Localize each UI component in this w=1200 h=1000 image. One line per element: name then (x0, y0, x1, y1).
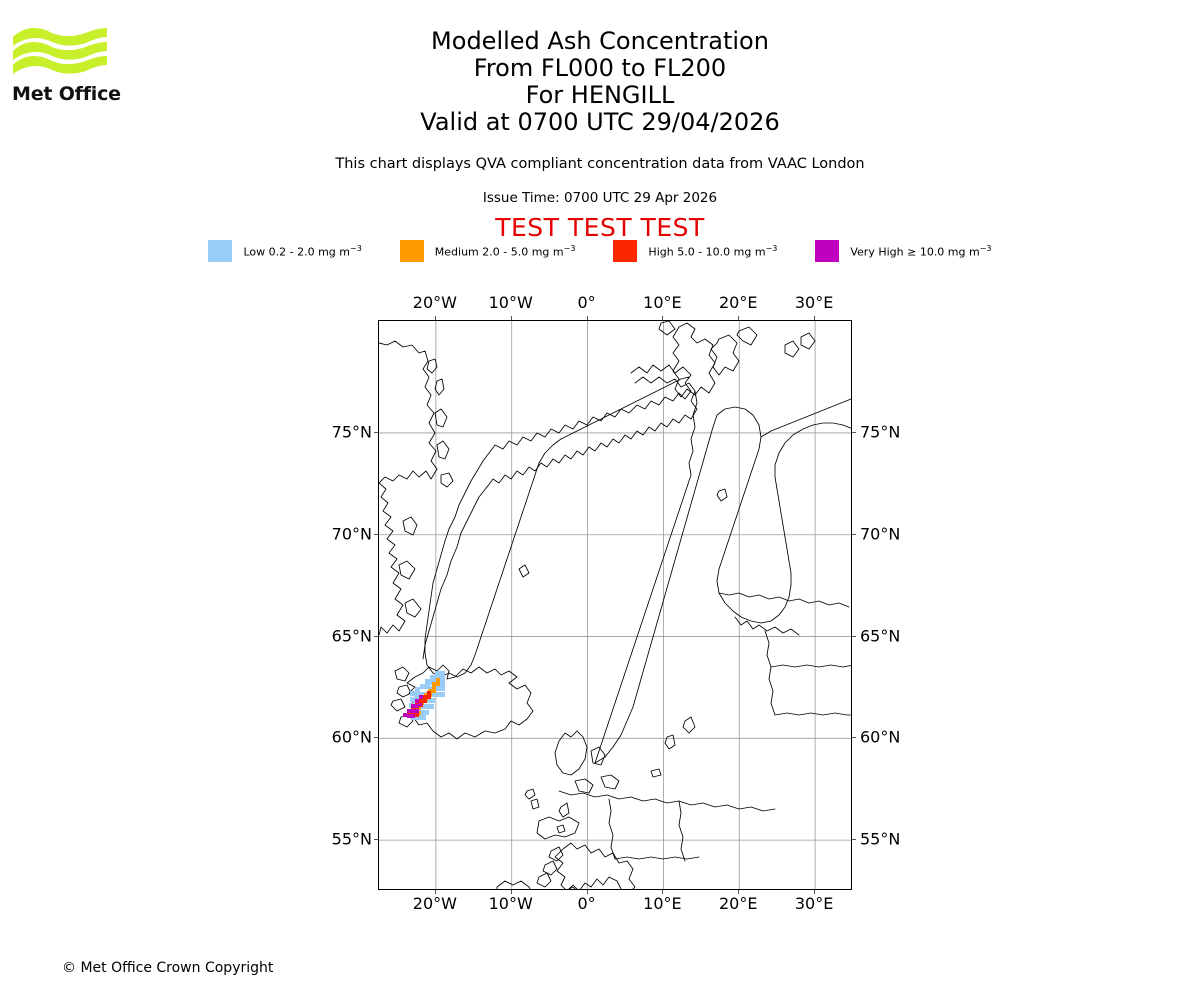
legend-swatch-high (613, 240, 638, 262)
legend-exponent-high: −3 (765, 243, 778, 253)
met-office-wave-logo-icon (13, 27, 107, 74)
map-canvas (379, 321, 851, 889)
concentration-legend: Low 0.2 - 2.0 mg m−3 Medium 2.0 - 5.0 mg… (0, 240, 1200, 262)
legend-swatch-very-high (815, 240, 840, 262)
lat-tickmark-left-1 (374, 533, 378, 535)
lat-tickmark-left-4 (374, 839, 378, 841)
lat-tickmark-left-3 (374, 737, 378, 739)
lon-tick-bottom-1: 10°W (488, 894, 533, 913)
lon-tickmark-top-2 (586, 316, 588, 320)
ash-concentration-map: 20°W 10°W 0° 10°E 20°E 30°E 20°W 10°W 0° 10°E 20°… (332, 293, 901, 913)
volcano-name: For HENGILL (525, 81, 675, 109)
legend-swatch-low (208, 240, 233, 262)
lon-tick-top-1: 10°W (488, 293, 533, 312)
met-office-logo: Met Office (12, 24, 132, 114)
legend-item-high: High 5.0 - 10.0 mg m−3 (613, 240, 777, 262)
lat-tick-right-3: 60°N (860, 727, 901, 747)
lon-tick-bottom-2: 0° (577, 894, 596, 913)
legend-label-very-high: Very High ≥ 10.0 mg m−3 (850, 244, 991, 259)
lat-tickmark-right-3 (852, 737, 856, 739)
legend-item-medium: Medium 2.0 - 5.0 mg m−3 (399, 240, 576, 262)
lat-tick-right-1: 70°N (860, 524, 901, 544)
lon-tickmark-top-4 (738, 316, 740, 320)
valid-time: Valid at 0700 UTC 29/04/2026 (420, 108, 780, 136)
lat-tick-left-2: 65°N (331, 626, 372, 645)
lon-tick-top-5: 30°E (794, 293, 834, 312)
lat-tickmark-left-2 (374, 635, 378, 637)
lat-tick-right-4: 55°N (860, 829, 901, 849)
qva-compliance-note: This chart displays QVA compliant concen… (335, 156, 865, 172)
lat-tickmark-right-0 (852, 432, 856, 433)
lon-tick-top-4: 20°E (718, 293, 758, 312)
test-banner: TEST TEST TEST (495, 213, 705, 242)
scandinavia-coastlines (424, 364, 851, 862)
flight-level-range: From FL000 to FL200 (473, 54, 727, 82)
map-gridlines (379, 321, 851, 889)
lat-tick-left-4: 55°N (331, 829, 372, 849)
legend-text-very-high: Very High ≥ 10.0 mg m (850, 245, 980, 259)
lon-tick-top-0: 20°W (412, 293, 457, 312)
chart-title-block: Modelled Ash Concentration From FL000 to… (0, 28, 1200, 136)
lon-tickmark-bottom-1 (510, 890, 512, 894)
lon-tickmark-bottom-0 (434, 890, 436, 894)
lon-tickmark-bottom-5 (814, 890, 816, 894)
legend-label-low: Low 0.2 - 2.0 mg m−3 (243, 244, 361, 259)
legend-swatch-medium (399, 240, 424, 262)
ash-plume (403, 671, 445, 720)
lat-tickmark-left-0 (374, 432, 378, 433)
lon-tickmark-top-3 (662, 316, 664, 320)
legend-text-high: High 5.0 - 10.0 mg m (648, 245, 766, 259)
lat-tickmark-right-2 (852, 635, 856, 637)
map-frame (378, 320, 852, 890)
lon-tick-bottom-4: 20°E (718, 894, 758, 913)
legend-text-low: Low 0.2 - 2.0 mg m (243, 245, 350, 259)
lon-tick-bottom-5: 30°E (794, 894, 834, 913)
lon-tick-bottom-3: 10°E (643, 894, 682, 913)
legend-exponent-very-high: −3 (979, 243, 992, 253)
issue-time: Issue Time: 0700 UTC 29 Apr 2026 (482, 190, 718, 206)
lon-tickmark-top-5 (814, 316, 816, 320)
lon-tick-bottom-0: 20°W (412, 894, 457, 913)
legend-label-high: High 5.0 - 10.0 mg m−3 (648, 244, 777, 259)
lat-tick-left-3: 60°N (331, 727, 372, 747)
coastlines (379, 321, 816, 889)
lon-tick-top-2: 0° (577, 293, 596, 312)
copyright-notice: © Met Office Crown Copyright (62, 960, 274, 976)
lat-tickmark-right-4 (852, 839, 856, 841)
lat-tick-right-0: 75°N (860, 422, 901, 442)
lon-tick-top-3: 10°E (643, 293, 682, 312)
lat-tickmark-right-1 (852, 533, 856, 535)
page-title: Modelled Ash Concentration (431, 27, 769, 55)
legend-label-medium: Medium 2.0 - 5.0 mg m−3 (435, 244, 576, 259)
legend-item-very-high: Very High ≥ 10.0 mg m−3 (815, 240, 992, 262)
lat-tick-right-2: 65°N (860, 626, 901, 645)
met-office-logo-text: Met Office (12, 83, 121, 105)
ash-plume-very-high (403, 695, 423, 718)
lat-tick-left-0: 75°N (331, 422, 372, 442)
lon-tickmark-top-0 (434, 316, 436, 320)
lon-tickmark-bottom-4 (738, 890, 740, 894)
legend-exponent-medium: −3 (563, 243, 576, 253)
lat-tick-left-1: 70°N (331, 524, 372, 544)
lon-tickmark-bottom-2 (586, 890, 588, 894)
legend-exponent-low: −3 (349, 243, 362, 253)
lon-tickmark-top-1 (510, 316, 512, 320)
lon-tickmark-bottom-3 (662, 890, 664, 894)
legend-item-low: Low 0.2 - 2.0 mg m−3 (208, 240, 362, 262)
legend-text-medium: Medium 2.0 - 5.0 mg m (434, 245, 564, 259)
